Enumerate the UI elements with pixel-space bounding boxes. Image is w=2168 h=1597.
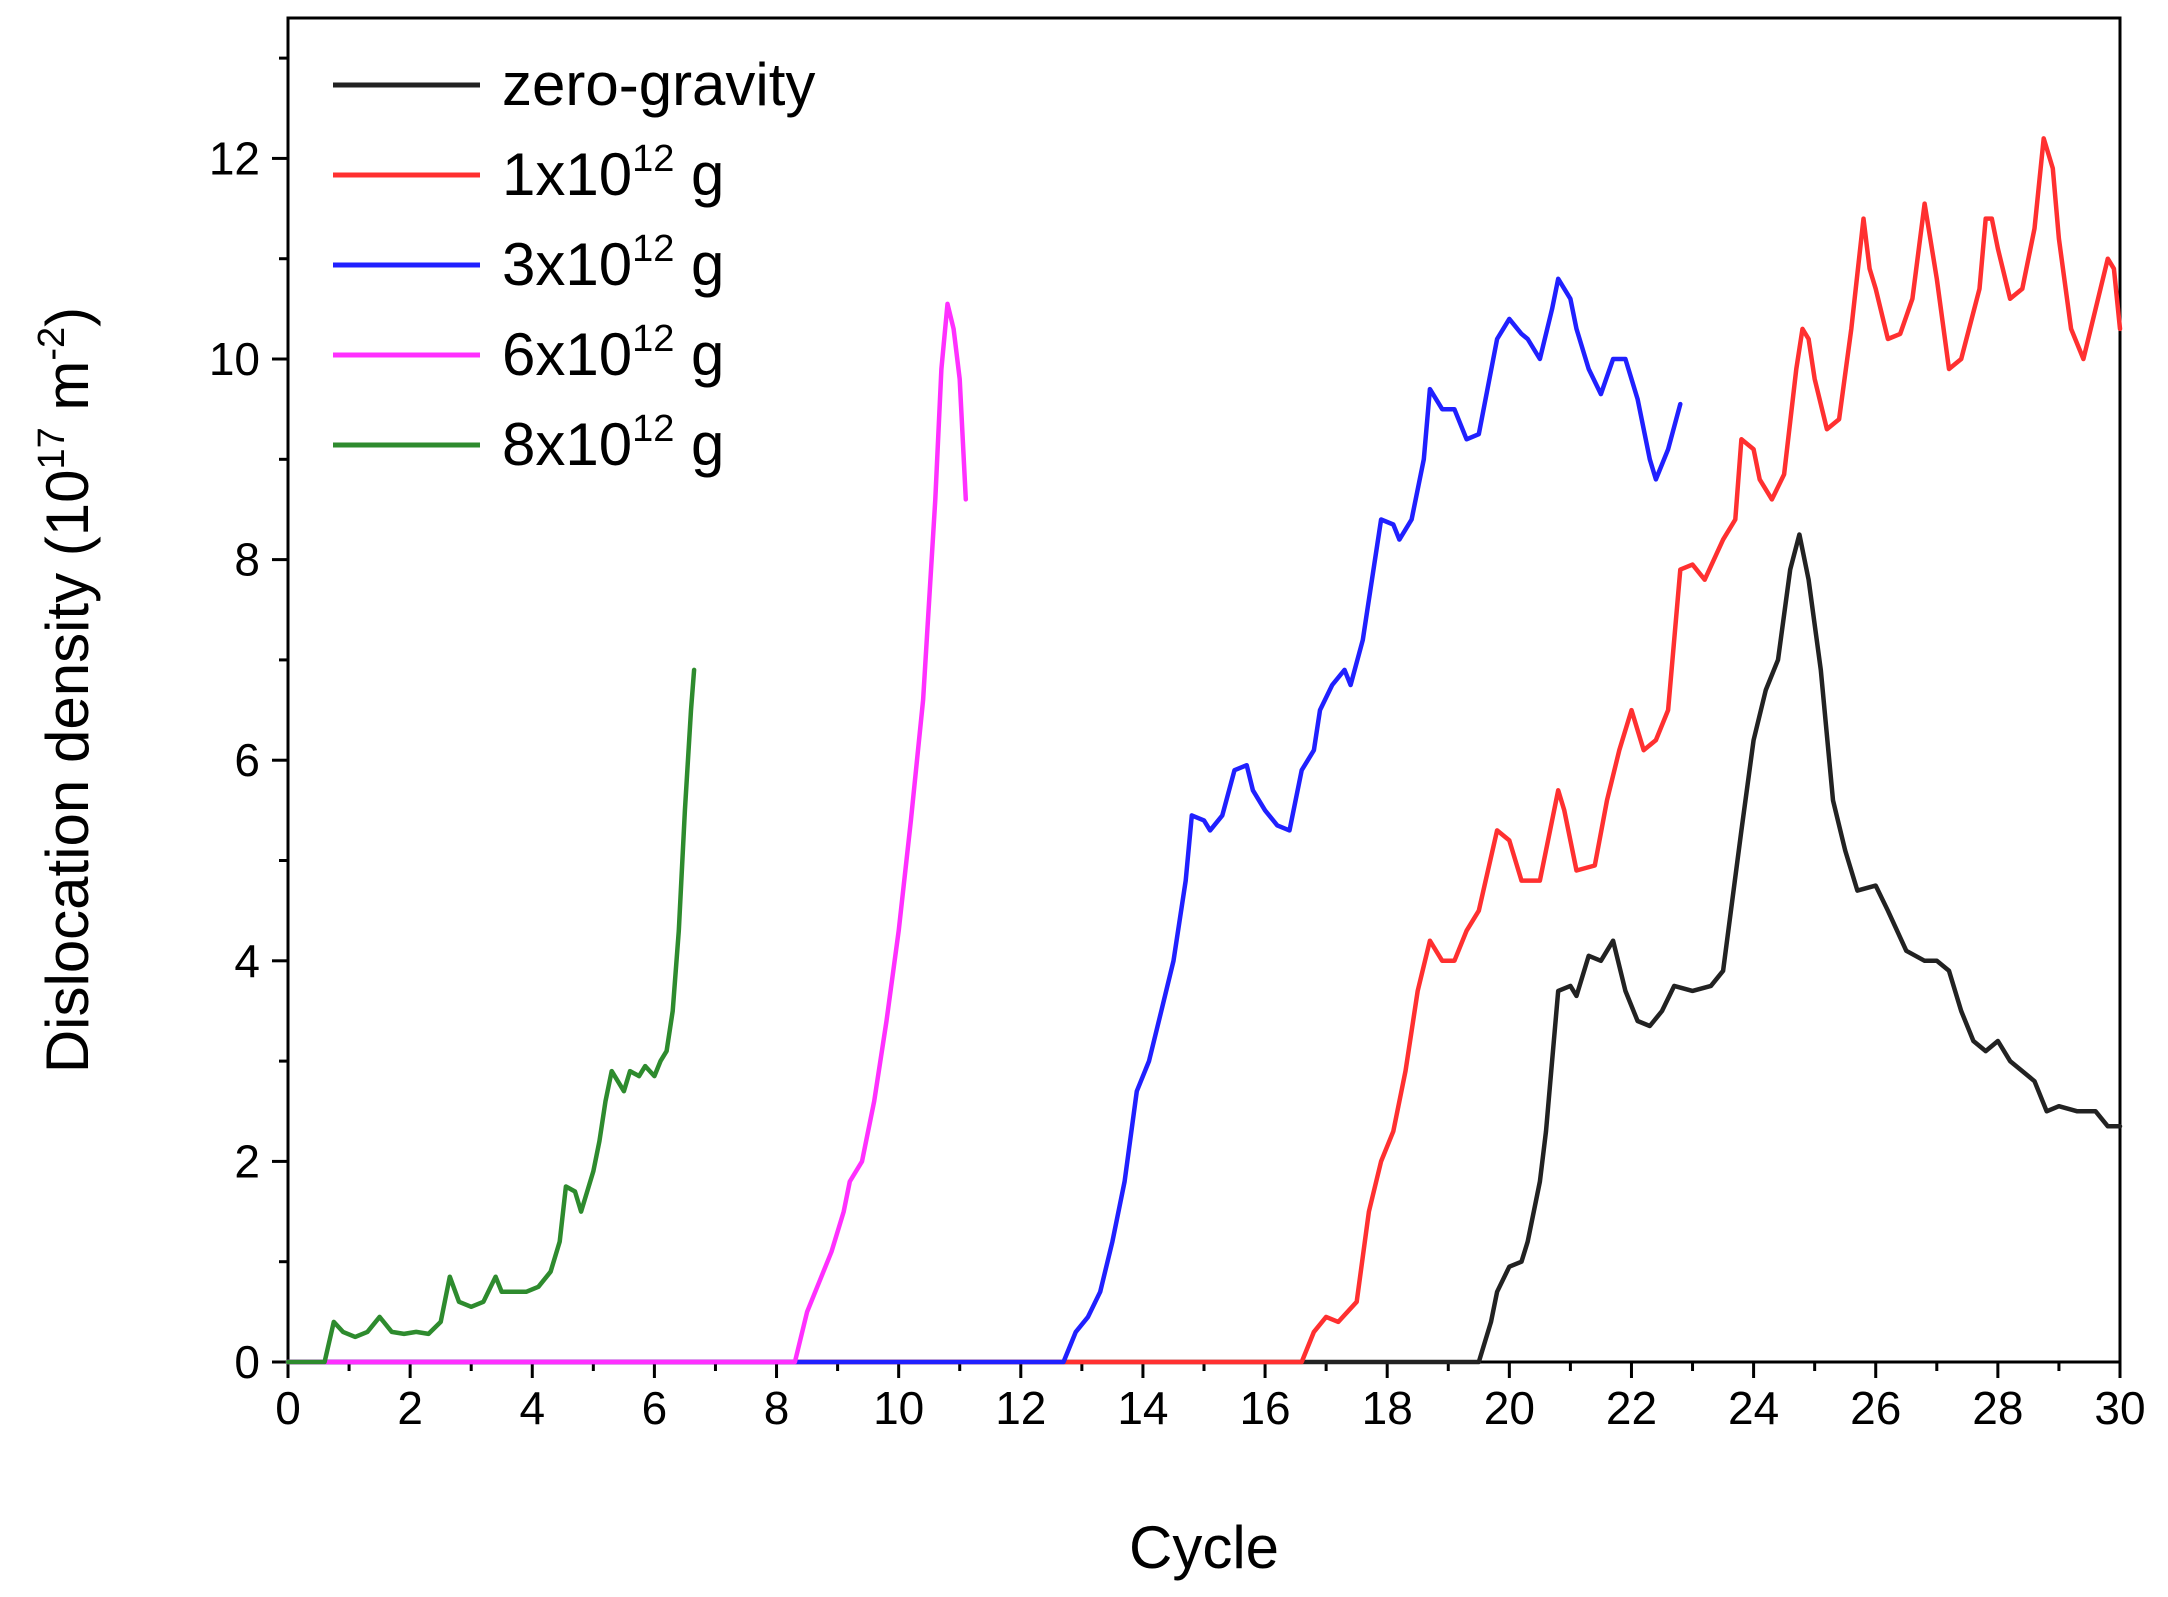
y-axis-title-unit-exp: -2 — [31, 327, 73, 361]
x-tick-label: 0 — [275, 1382, 301, 1434]
legend-label-1: 1x1012 g — [502, 138, 724, 208]
legend-label-base: 3x10 — [502, 231, 632, 298]
legend-label-base: 8x10 — [502, 411, 632, 478]
y-axis-title-unit: m — [34, 361, 101, 428]
x-tick-label: 14 — [1117, 1382, 1168, 1434]
legend-label-base: 6x10 — [502, 321, 632, 388]
legend-label-exp: 12 — [632, 318, 674, 360]
series-line-3 — [285, 301, 969, 1365]
legend-label-tail: g — [674, 231, 724, 298]
series-layer — [285, 136, 2123, 1365]
x-tick-label: 2 — [397, 1382, 423, 1434]
x-tick-label: 8 — [764, 1382, 790, 1434]
legend-label-4: 8x1012 g — [502, 408, 724, 478]
y-axis-title-main: Dislocation density (10 — [34, 470, 101, 1074]
y-tick-label: 6 — [234, 734, 260, 786]
x-tick-label: 6 — [642, 1382, 668, 1434]
legend-label-2: 3x1012 g — [502, 228, 724, 298]
x-axis-title: Cycle — [1129, 1514, 1279, 1581]
y-axis-title-close: ) — [34, 307, 101, 327]
series-line-0 — [285, 532, 2123, 1365]
x-tick-label: 16 — [1239, 1382, 1290, 1434]
plot-frame — [286, 16, 2122, 1364]
legend-label-tail: g — [674, 141, 724, 208]
legend-label-tail: g — [674, 321, 724, 388]
series-line-1 — [285, 136, 2123, 1365]
y-tick-label: 10 — [209, 333, 260, 385]
series-line-2 — [285, 276, 1683, 1365]
x-tick-label: 22 — [1606, 1382, 1657, 1434]
legend-label-base: zero-gravity — [502, 51, 815, 118]
x-tick-label: 4 — [519, 1382, 545, 1434]
y-tick-label: 4 — [234, 935, 260, 987]
x-tick-label: 30 — [2094, 1382, 2145, 1434]
legend-label-exp: 12 — [632, 138, 674, 180]
y-axis-title: Dislocation density (1017 m-2) — [31, 307, 101, 1073]
series-line-4 — [285, 667, 697, 1365]
x-tick-label: 26 — [1850, 1382, 1901, 1434]
legend-label-tail: g — [674, 411, 724, 478]
legend-label-exp: 12 — [632, 408, 674, 450]
x-tick-label: 20 — [1484, 1382, 1535, 1434]
y-tick-label: 12 — [209, 132, 260, 184]
x-tick-label: 24 — [1728, 1382, 1779, 1434]
y-tick-label: 8 — [234, 534, 260, 586]
x-tick-label: 12 — [995, 1382, 1046, 1434]
legend-label-3: 6x1012 g — [502, 318, 724, 388]
legend-label-exp: 12 — [632, 228, 674, 270]
legend-label-base: 1x10 — [502, 141, 632, 208]
legend-label-0: zero-gravity — [502, 51, 815, 118]
x-tick-label: 28 — [1972, 1382, 2023, 1434]
y-axis-title-exp: 17 — [31, 427, 73, 469]
y-tick-label: 0 — [234, 1336, 260, 1388]
x-tick-label: 18 — [1362, 1382, 1413, 1434]
x-tick-label: 10 — [873, 1382, 924, 1434]
y-tick-label: 2 — [234, 1135, 260, 1187]
